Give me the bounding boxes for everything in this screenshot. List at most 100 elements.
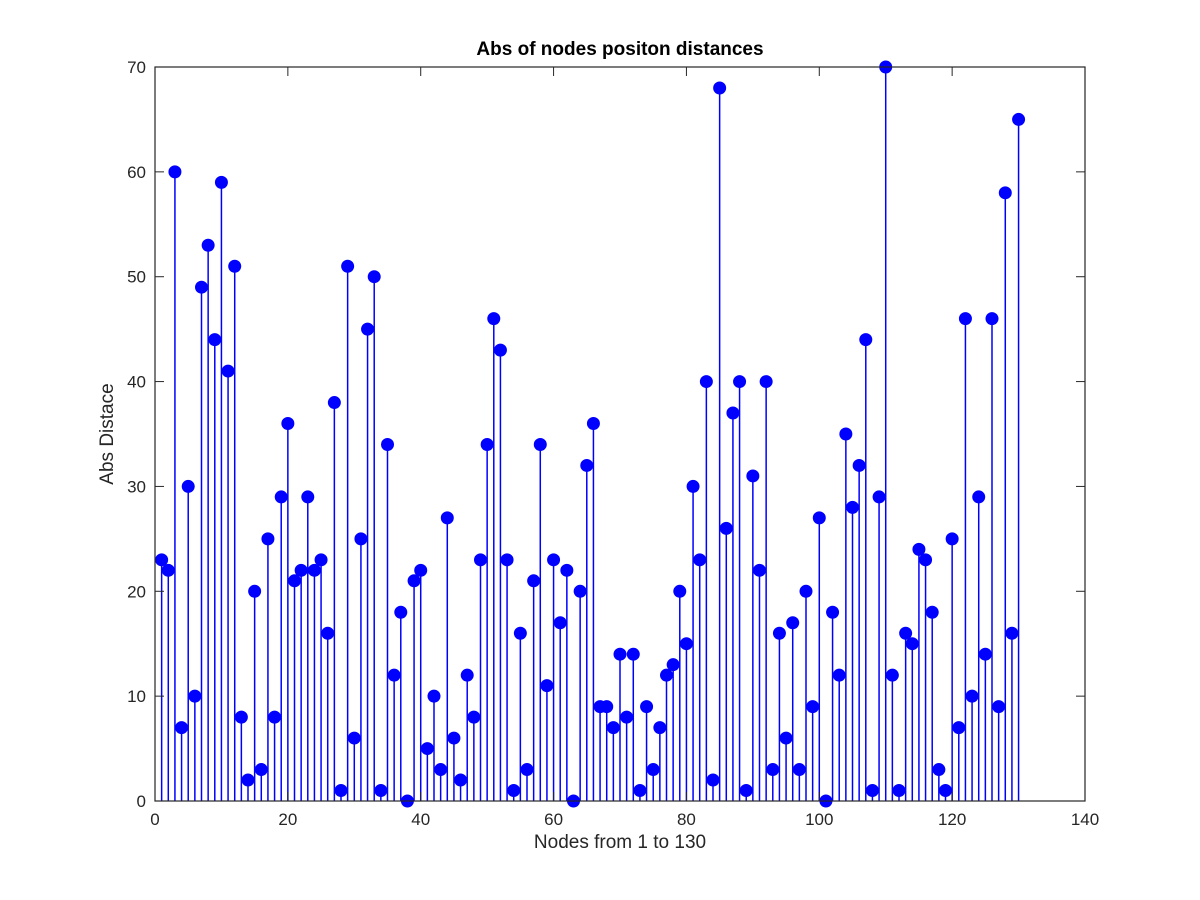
stem-marker	[919, 553, 933, 567]
stem-marker	[427, 689, 441, 703]
y-tick-label: 10	[127, 687, 146, 706]
stem-marker	[407, 574, 421, 588]
stem-marker	[726, 406, 740, 420]
stem-marker	[201, 238, 215, 252]
stem-marker	[513, 626, 527, 640]
stem-marker	[307, 563, 321, 577]
stem-marker	[679, 637, 693, 651]
stem-marker	[892, 784, 906, 798]
stem-marker	[978, 647, 992, 661]
stem-marker	[673, 584, 687, 598]
stem-marker	[1005, 626, 1019, 640]
stem-marker	[547, 553, 561, 567]
stem-marker	[786, 616, 800, 630]
stem-marker	[454, 773, 468, 787]
stem-marker	[620, 710, 634, 724]
stem-marker	[852, 458, 866, 472]
stem-marker	[719, 521, 733, 535]
stem-marker	[985, 312, 999, 326]
stem-marker	[812, 511, 826, 525]
stem-marker	[294, 563, 308, 577]
x-tick-label: 80	[677, 810, 696, 829]
stem-marker	[606, 721, 620, 735]
stem-marker	[234, 710, 248, 724]
stem-marker	[301, 490, 315, 504]
stem-marker	[932, 763, 946, 777]
stem-marker	[945, 532, 959, 546]
x-tick-label: 100	[805, 810, 833, 829]
stem-marker	[274, 490, 288, 504]
stem-marker	[321, 626, 335, 640]
stem-marker	[221, 364, 235, 378]
stem-marker	[753, 563, 766, 577]
stem-marker	[633, 784, 647, 798]
stem-marker	[487, 312, 501, 326]
stem-marker	[699, 375, 713, 389]
stem-marker	[646, 763, 660, 777]
stem-marker	[626, 647, 640, 661]
stem-marker	[958, 312, 972, 326]
markers-layer	[155, 60, 1026, 808]
stem-marker	[560, 563, 574, 577]
stem-marker	[195, 280, 208, 294]
stem-marker	[460, 668, 474, 682]
stem-marker	[899, 626, 913, 640]
stem-marker	[361, 322, 375, 336]
stem-marker	[387, 668, 401, 682]
stem-marker	[586, 417, 600, 431]
plot-area-border	[154, 66, 1086, 802]
stems-layer	[160, 67, 1020, 801]
stem-marker	[826, 605, 840, 619]
stem-marker	[573, 584, 587, 598]
stem-marker	[905, 637, 919, 651]
stem-marker	[507, 784, 521, 798]
stem-marker	[772, 626, 786, 640]
stem-marker	[693, 553, 707, 567]
stem-marker	[865, 784, 879, 798]
x-tick-label: 120	[938, 810, 966, 829]
stem-marker	[925, 605, 939, 619]
stem-marker	[168, 165, 182, 179]
stem-marker	[653, 721, 667, 735]
stem-marker	[314, 553, 328, 567]
y-tick-label: 60	[127, 163, 146, 182]
stem-marker	[381, 437, 394, 451]
stem-marker	[281, 417, 295, 431]
chart-title: Abs of nodes positon distances	[476, 39, 763, 60]
stem-marker	[613, 647, 627, 661]
stem-marker	[527, 574, 541, 588]
x-tick-label: 0	[150, 810, 159, 829]
stem-marker	[354, 532, 368, 546]
stem-marker	[347, 731, 361, 745]
stem-marker	[806, 700, 820, 714]
stem-marker	[713, 81, 727, 95]
stem-marker	[965, 689, 979, 703]
stem-marker	[228, 259, 242, 273]
stem-marker	[434, 763, 448, 777]
stem-marker	[214, 175, 228, 189]
stem-marker	[254, 763, 268, 777]
stem-marker	[248, 584, 262, 598]
stem-marker	[600, 700, 614, 714]
stem-marker	[766, 763, 780, 777]
stem-marker	[161, 563, 175, 577]
stem-marker	[859, 333, 873, 347]
stem-marker	[686, 479, 700, 493]
stem-marker	[188, 689, 202, 703]
y-tick-label: 0	[137, 792, 146, 811]
stem-marker	[334, 784, 348, 798]
stem-marker	[540, 679, 554, 693]
stem-marker	[839, 427, 853, 441]
stem-marker	[666, 658, 680, 672]
stem-marker	[447, 731, 461, 745]
y-axis-label: Abs Distace	[97, 383, 118, 484]
y-tick-label: 20	[127, 582, 146, 601]
stem-marker	[733, 375, 747, 389]
stem-marker	[500, 553, 514, 567]
stem-marker	[912, 542, 926, 556]
stem-marker	[155, 553, 169, 567]
stem-marker	[367, 270, 381, 284]
stem-marker	[288, 574, 301, 588]
stem-marker	[241, 773, 255, 787]
